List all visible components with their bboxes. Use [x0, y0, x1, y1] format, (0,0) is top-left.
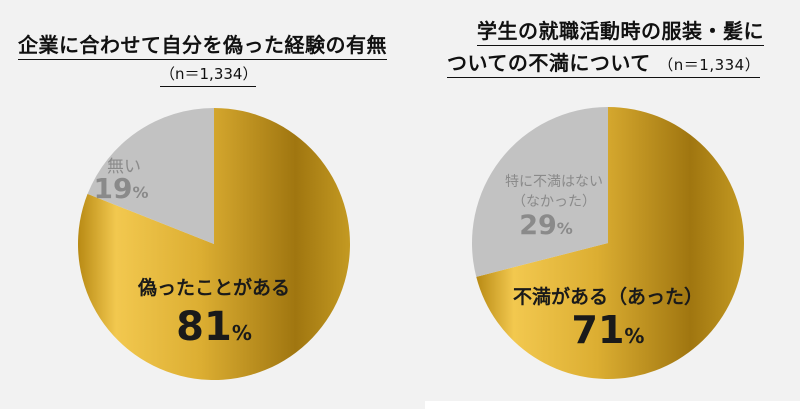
chart-2-subtitle: （n＝1,334） [658, 56, 761, 74]
pie-1-label-falsified: 偽ったことがある [137, 276, 290, 299]
bottom-white-strip [425, 401, 800, 409]
percent-unit: % [132, 183, 148, 202]
pie-1-value-none: 19% [94, 172, 149, 205]
pie-2-label-dissatisfied: 不満がある（あった） [513, 285, 703, 308]
percent-unit: % [624, 324, 644, 348]
chart-2-title-line2: ついての不満について （n＝1,334） [447, 50, 761, 78]
pie-1-value-falsified: 81% [176, 304, 252, 350]
pie-1-label-none: 無い [107, 157, 141, 177]
pie-2: 特に不満はない （なかった） 29% 不満がある（あった） 71% [472, 106, 744, 380]
pie-2-label-satisfied-line1: 特に不満はない [505, 174, 603, 190]
chart-2-title-line1-text: 学生の就職活動時の服装・髪に [477, 19, 764, 46]
pie-1-slice-falsified [77, 108, 350, 380]
chart-1-title: 企業に合わせて自分を偽った経験の有無 [18, 32, 387, 60]
percent-unit: % [232, 321, 252, 345]
chart-2-title-line2-text: ついての不満について [447, 51, 651, 75]
pie-2-value-satisfied: 29% [519, 210, 573, 241]
chart-1-subtitle: （n＝1,334） [160, 63, 257, 87]
pie-2-slice-dissatisfied [476, 107, 744, 380]
pie-2-label-satisfied-line2: （なかった） [512, 194, 596, 210]
pie-2-slice-satisfied [472, 106, 608, 277]
percent-unit: % [557, 219, 573, 238]
pie-1: 無い 19% 偽ったことがある 81% [77, 107, 350, 380]
chart-2-title-line2-wrap: ついての不満について （n＝1,334） [447, 51, 761, 78]
chart-1-title-text: 企業に合わせて自分を偽った経験の有無 [18, 33, 387, 60]
pie-1-slice-none [87, 107, 214, 244]
pie-2-value-dissatisfied: 71% [572, 308, 645, 352]
chart-2-title-line1: 学生の就職活動時の服装・髪に [477, 18, 764, 46]
